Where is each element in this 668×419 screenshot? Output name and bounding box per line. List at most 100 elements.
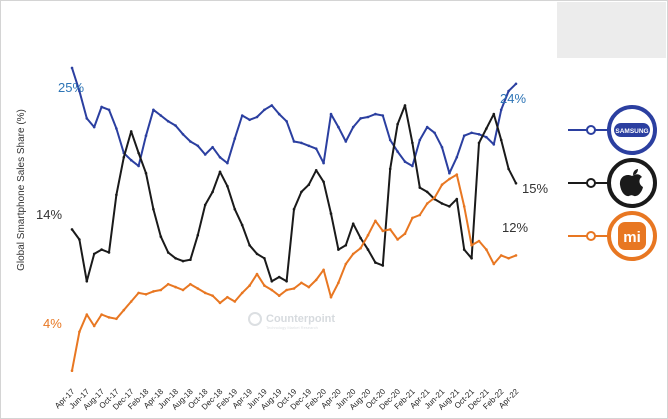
legend-samsung-marker: [586, 125, 596, 135]
apple-point: [277, 275, 281, 279]
xiaomi-point: [337, 281, 340, 285]
apple-point: [70, 228, 74, 231]
apple-end-label: 15%: [522, 181, 548, 196]
legend-xiaomi: mi: [568, 211, 657, 261]
xiaomi-point: [507, 257, 510, 260]
legend-apple-marker: [586, 178, 596, 188]
watermark-text: Counterpoint: [266, 313, 335, 325]
xiaomi-point: [233, 300, 237, 303]
xiaomi-point: [492, 262, 496, 266]
apple-point: [181, 259, 185, 263]
xiaomi-point: [226, 295, 229, 299]
samsung-point: [263, 108, 266, 112]
samsung-point: [366, 115, 370, 119]
samsung-point: [107, 108, 111, 112]
xiaomi-point: [115, 317, 118, 321]
apple-point: [314, 169, 318, 172]
samsung-point: [248, 118, 251, 122]
xiaomi-point: [137, 291, 140, 295]
samsung-point: [477, 133, 481, 136]
xiaomi-point: [433, 196, 436, 199]
apple-point: [300, 190, 303, 194]
samsung-point: [448, 171, 451, 175]
apple-point: [218, 170, 222, 174]
apple-point: [263, 257, 266, 260]
apple-point: [507, 167, 510, 171]
apple-series-line: [71, 104, 517, 283]
samsung-point: [159, 114, 163, 117]
samsung-point: [344, 140, 348, 143]
samsung-point: [292, 140, 296, 143]
xiaomi-point: [499, 254, 503, 257]
xiaomi-point: [166, 282, 170, 286]
xiaomi-point: [396, 238, 399, 241]
watermark-subtext: Technology Market Research: [266, 325, 318, 330]
samsung-point: [411, 164, 414, 168]
samsung-series-line: [71, 67, 517, 175]
samsung-point: [240, 114, 244, 117]
apple-point: [196, 233, 200, 237]
samsung-point: [388, 138, 392, 142]
samsung-point: [351, 125, 355, 129]
samsung-point: [433, 131, 436, 135]
apple-point: [455, 197, 459, 201]
apple-point: [411, 141, 414, 145]
apple-point: [137, 151, 140, 155]
apple-point: [418, 186, 422, 189]
xiaomi-point: [440, 183, 444, 186]
xiaomi-point: [270, 288, 274, 292]
xiaomi-point: [418, 213, 422, 217]
samsung-point: [337, 125, 340, 129]
samsung-point: [181, 133, 185, 136]
samsung-point: [196, 144, 200, 148]
apple-point: [403, 104, 407, 107]
xiaomi-point: [240, 291, 244, 295]
apple-point: [337, 248, 340, 251]
xiaomi-point: [403, 232, 407, 235]
apple-point: [344, 244, 348, 247]
xiaomi-point: [329, 295, 333, 299]
apple-point: [359, 236, 362, 240]
apple-point: [107, 251, 111, 254]
samsung-point: [78, 89, 81, 93]
xiaomi-logo-text: mi: [623, 229, 641, 246]
samsung-point: [270, 104, 274, 107]
samsung-point: [455, 156, 459, 159]
xiaomi-point: [255, 272, 259, 276]
samsung-point: [462, 134, 466, 137]
apple-point: [462, 248, 466, 251]
samsung-point: [314, 147, 318, 150]
xiaomi-point: [366, 233, 370, 237]
apple-point: [78, 238, 81, 241]
xiaomi-logo-badge: [618, 222, 646, 250]
apple-point: [366, 248, 370, 251]
samsung-logo-badge: [614, 123, 650, 137]
apple-point: [189, 258, 192, 262]
xiaomi-series-line: [71, 173, 517, 371]
xiaomi-point: [174, 285, 177, 289]
samsung-point: [277, 112, 281, 116]
xiaomi-point: [189, 282, 192, 286]
xiaomi-point: [448, 177, 451, 181]
samsung-point: [329, 112, 333, 116]
apple-point: [396, 122, 399, 126]
samsung-point: [514, 82, 518, 86]
xiaomi-point: [159, 288, 163, 292]
samsung-point: [115, 127, 118, 130]
samsung-point: [233, 137, 237, 140]
apple-point: [122, 156, 126, 159]
samsung-point: [403, 160, 407, 163]
samsung-end-label: 24%: [500, 91, 526, 106]
apple-point: [85, 280, 89, 283]
watermark: Counterpoint Technology Market Research: [248, 312, 335, 330]
xiaomi-point: [514, 254, 518, 257]
apple-point: [144, 171, 148, 175]
samsung-point: [425, 125, 429, 129]
xiaomi-point: [285, 288, 288, 292]
samsung-point: [70, 66, 74, 70]
samsung-point: [100, 105, 103, 109]
apple-point: [211, 190, 214, 194]
legend-apple: [568, 158, 657, 208]
apple-point: [477, 141, 481, 145]
